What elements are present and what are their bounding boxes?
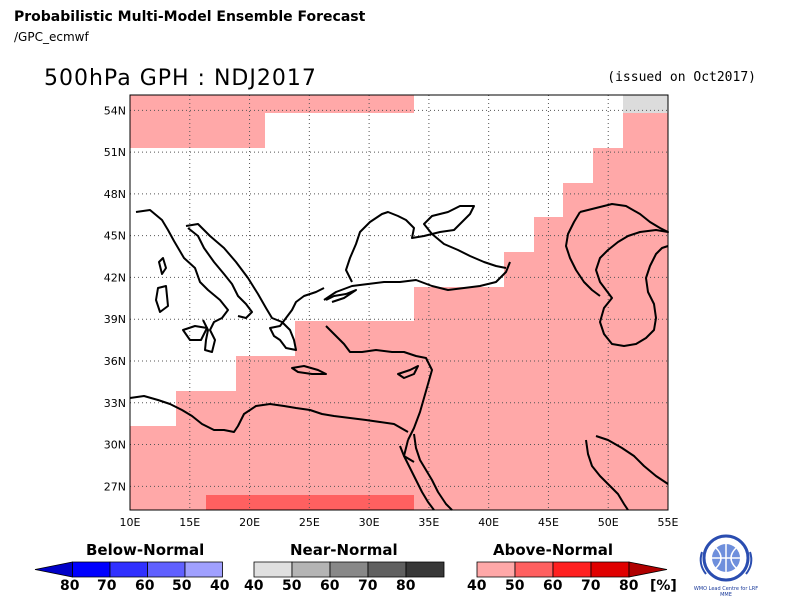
latitude-labels: 54N 51N 48N 45N 42N 39N 36N 33N 30N 27N — [104, 104, 126, 493]
legend-below-swatch — [34, 561, 73, 578]
legend-near-swatch — [329, 561, 369, 578]
legend-above-label: 40 — [467, 578, 487, 594]
map-frame — [129, 94, 669, 511]
legend-below-label: 80 — [60, 578, 80, 594]
legend-above-swatch — [476, 561, 516, 578]
latitude-label: 36N — [104, 355, 126, 368]
logo-caption: WMO Lead Centre for LRF MME — [693, 586, 759, 598]
latitude-label: 54N — [104, 104, 126, 117]
wmo-logo-icon — [699, 534, 753, 582]
legend-below-swatch — [184, 561, 223, 578]
legend-colorbars — [34, 561, 668, 578]
legend-above-swatch — [514, 561, 554, 578]
legend-near-label: 70 — [358, 578, 378, 594]
legend-below-label: 60 — [135, 578, 155, 594]
legend-above-label: 70 — [581, 578, 601, 594]
legend-above-swatch — [552, 561, 592, 578]
latitude-label: 45N — [104, 230, 126, 243]
issued-date: (issued on Oct2017) — [607, 70, 756, 85]
longitude-label: 15E — [179, 516, 200, 529]
longitude-label: 30E — [359, 516, 380, 529]
longitude-label: 25E — [299, 516, 320, 529]
longitude-label: 10E — [120, 516, 141, 529]
longitude-label: 40E — [478, 516, 499, 529]
legend-near-swatch — [367, 561, 407, 578]
legend-below-label: 70 — [97, 578, 117, 594]
legend-near-label: 50 — [282, 578, 302, 594]
legend-above-title: Above-Normal — [493, 541, 613, 559]
legend-above-label: 50 — [505, 578, 525, 594]
above-normal-40-region-north — [130, 95, 414, 148]
legend-above-label: 80 — [619, 578, 639, 594]
above-normal-40-region-main — [130, 113, 668, 510]
legend-near-label: 80 — [396, 578, 416, 594]
longitude-label: 50E — [598, 516, 619, 529]
latitude-label: 39N — [104, 313, 126, 326]
legend-above-swatch — [590, 561, 630, 578]
latitude-label: 30N — [104, 439, 126, 452]
longitude-label: 45E — [538, 516, 559, 529]
legend-near-swatch — [405, 561, 445, 578]
latitude-label: 42N — [104, 271, 126, 284]
latitude-label: 27N — [104, 480, 126, 493]
legend-near-swatch — [291, 561, 331, 578]
legend-near-title: Near-Normal — [290, 541, 398, 559]
legend-below-swatch — [147, 561, 186, 578]
legend-above-label: 60 — [543, 578, 563, 594]
legend-below-label: 50 — [172, 578, 192, 594]
coastlines — [129, 203, 669, 511]
legend-unit: [%] — [650, 578, 677, 594]
figure-title: Probabilistic Multi-Model Ensemble Forec… — [14, 9, 366, 25]
map-title: 500hPa GPH : NDJ2017 — [44, 66, 317, 91]
longitude-labels: 10E 15E 20E 25E 30E 35E 40E 45E 50E 55E — [120, 516, 679, 529]
above-normal-50-region — [206, 495, 414, 510]
legend-above-swatch — [628, 561, 668, 578]
near-normal-40-region — [623, 95, 668, 113]
legend-near-label: 40 — [244, 578, 264, 594]
latitude-label: 33N — [104, 397, 126, 410]
legend-below-swatch — [109, 561, 148, 578]
legend-near-swatch — [253, 561, 293, 578]
legend-below-swatch — [72, 561, 111, 578]
longitude-label: 20E — [239, 516, 260, 529]
longitude-label: 55E — [658, 516, 679, 529]
lat-lon-grid — [130, 95, 668, 510]
longitude-label: 35E — [418, 516, 439, 529]
legend-below-label: 40 — [210, 578, 230, 594]
legend-near-label: 60 — [320, 578, 340, 594]
latitude-label: 51N — [104, 146, 126, 159]
latitude-label: 48N — [104, 188, 126, 201]
probability-shading — [130, 95, 668, 510]
legend-below-title: Below-Normal — [86, 541, 205, 559]
figure-subtitle: /GPC_ecmwf — [14, 30, 89, 44]
